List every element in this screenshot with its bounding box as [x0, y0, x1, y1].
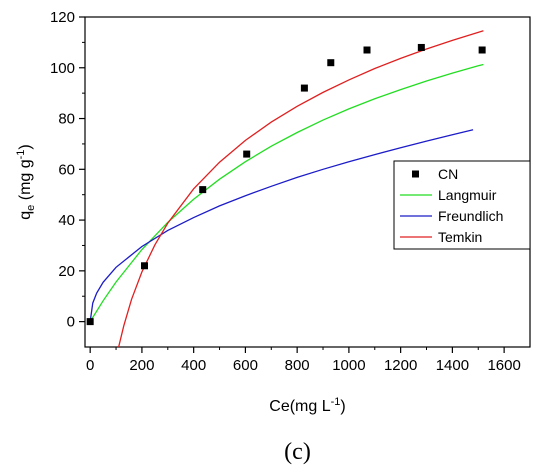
- legend-label-freundlich: Freundlich: [438, 208, 503, 224]
- y-tick-label: 0: [67, 314, 75, 331]
- legend-marker-cn: [412, 170, 419, 178]
- temkin-fit-line: [117, 30, 484, 347]
- x-tick-label: 800: [285, 357, 310, 374]
- panel-label: (c): [284, 439, 311, 465]
- x-axis-ticks: 0 200 400 600 800 1000 1200 1400 1600: [86, 347, 521, 374]
- data-point-cn: [300, 84, 308, 92]
- y-tick-label: 80: [58, 111, 75, 128]
- data-point-cn: [243, 150, 251, 158]
- y-tick-label: 100: [50, 60, 75, 77]
- data-point-cn: [327, 59, 335, 67]
- x-tick-label: 1000: [332, 357, 365, 374]
- y-tick-label: 40: [58, 212, 75, 229]
- legend: CN Langmuir Freundlich Temkin: [393, 160, 531, 250]
- langmuir-fit-line: [89, 63, 484, 322]
- data-point-cn: [478, 46, 486, 54]
- data-point-cn: [363, 46, 371, 54]
- data-point-cn: [141, 262, 149, 270]
- series-layer: [86, 30, 486, 347]
- plot-area: 0 200 400 600 800 1000 1200 1400 1600 0 20 40 60 80 1…: [50, 9, 531, 374]
- data-point-cn: [199, 186, 207, 194]
- x-tick-label: 1600: [487, 357, 520, 374]
- legend-label-temkin: Temkin: [438, 229, 482, 245]
- legend-label-cn: CN: [438, 166, 458, 182]
- y-tick-label: 20: [58, 263, 75, 280]
- x-tick-label: 200: [129, 357, 154, 374]
- x-tick-label: 1200: [384, 357, 417, 374]
- y-axis-ticks: 0 20 40 60 80 100 120: [50, 9, 85, 331]
- x-axis-title: Ce(mg L-1): [269, 396, 345, 415]
- freundlich-fit-line: [89, 129, 474, 322]
- x-tick-label: 400: [181, 357, 206, 374]
- data-point-cn: [417, 43, 425, 51]
- y-tick-label: 60: [58, 161, 75, 178]
- x-tick-label: 600: [233, 357, 258, 374]
- y-tick-label: 120: [50, 9, 75, 26]
- y-axis-title: qe (mg g-1): [15, 144, 37, 219]
- legend-label-langmuir: Langmuir: [438, 187, 497, 203]
- data-point-cn: [86, 318, 94, 326]
- x-tick-label: 0: [86, 357, 94, 374]
- x-tick-label: 1400: [436, 357, 469, 374]
